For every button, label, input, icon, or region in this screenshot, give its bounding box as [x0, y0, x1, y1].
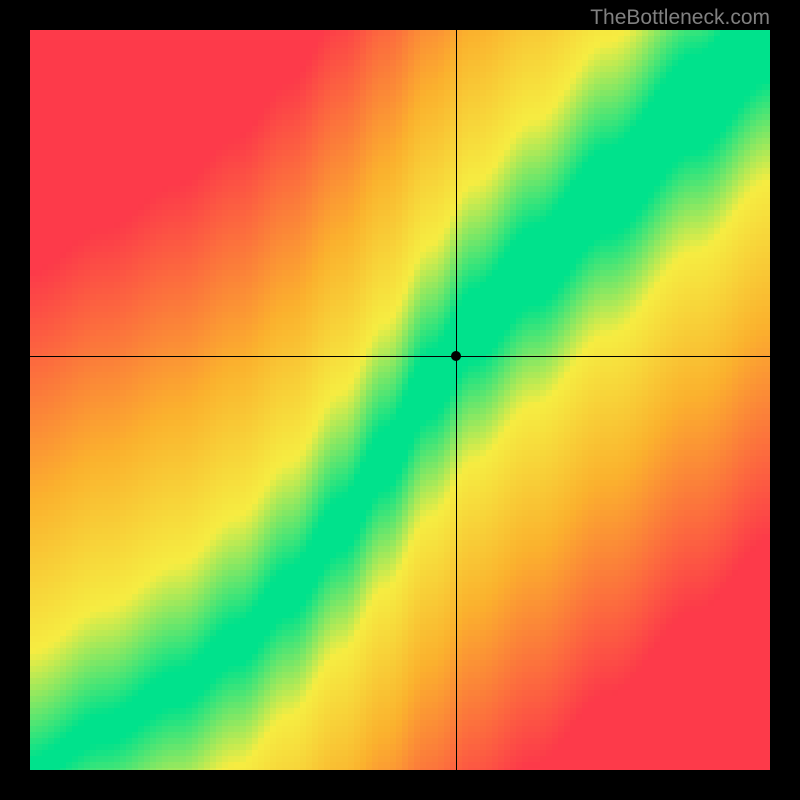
- heatmap-canvas: [30, 30, 770, 770]
- watermark-text: TheBottleneck.com: [590, 6, 770, 30]
- chart-desc: Bottleneck compatibility heatmap with cu…: [0, 0, 26, 1]
- bottleneck-heatmap: [30, 30, 770, 770]
